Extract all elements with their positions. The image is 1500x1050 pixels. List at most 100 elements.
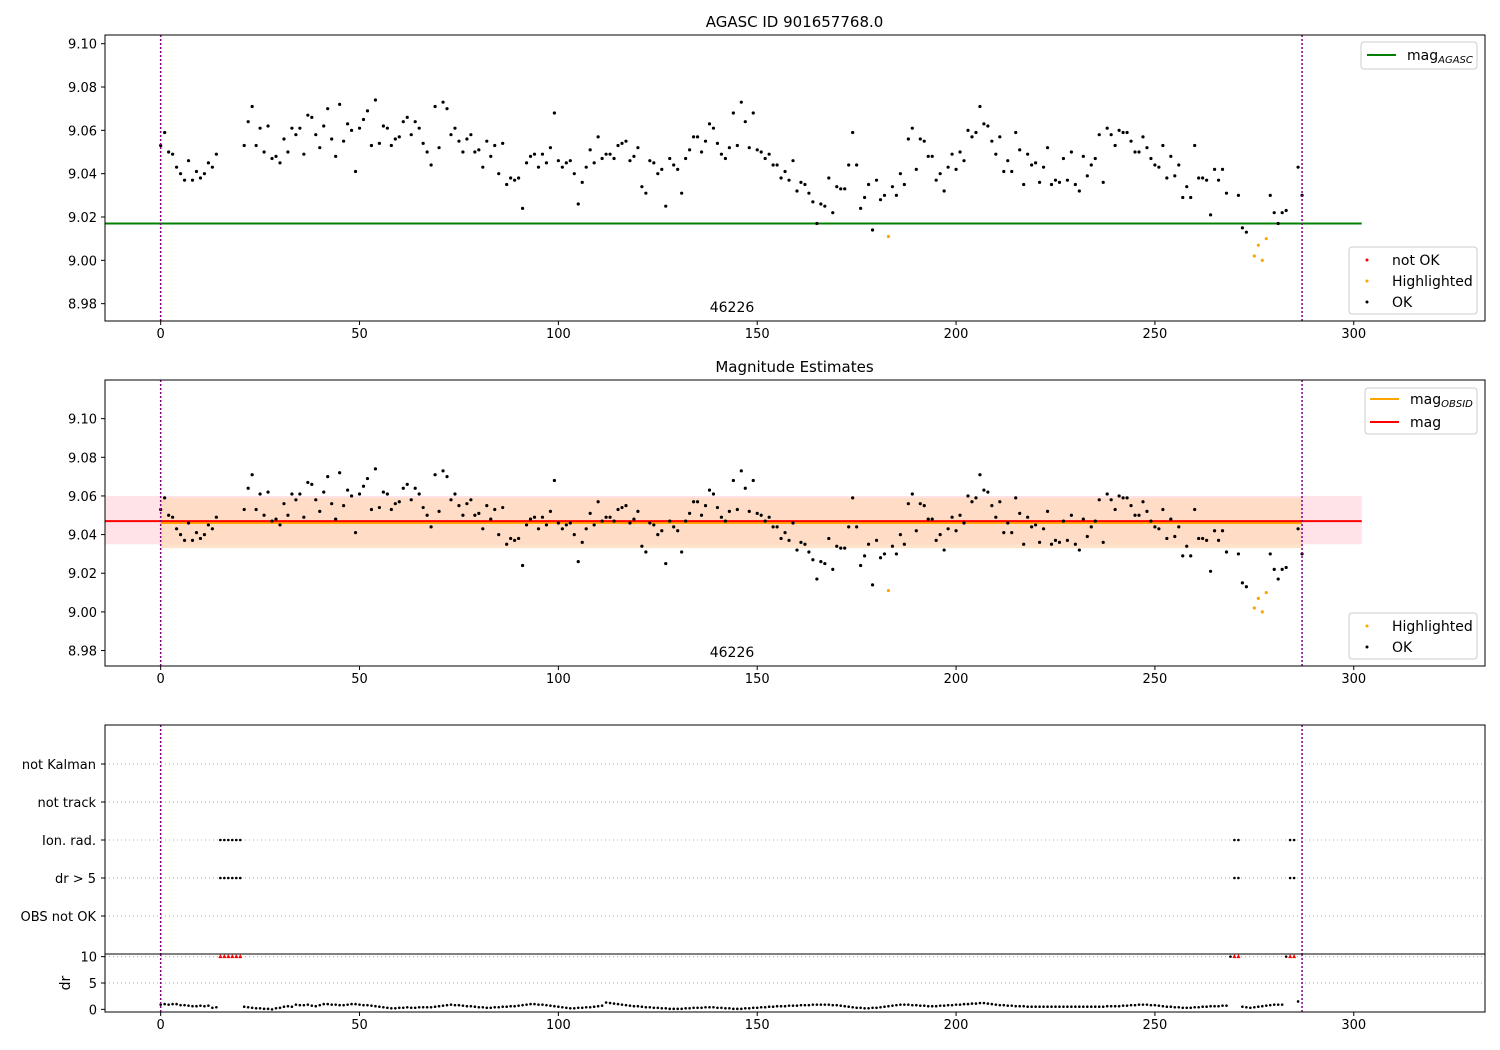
dr-point xyxy=(493,1005,497,1009)
dr-point xyxy=(545,1003,548,1007)
ok-point xyxy=(596,500,600,504)
dr-point xyxy=(763,1005,767,1009)
ok-point xyxy=(171,152,175,156)
ok-point xyxy=(616,507,620,512)
x-tick-label: 250 xyxy=(1142,327,1167,342)
dr-point xyxy=(867,1007,870,1010)
ok-point xyxy=(767,515,771,519)
ok-point xyxy=(636,146,640,150)
ok-point xyxy=(779,176,783,180)
ok-point xyxy=(429,525,433,529)
ok-point xyxy=(906,137,910,141)
ok-point xyxy=(1193,143,1197,148)
ok-point xyxy=(1053,538,1058,542)
ok-point xyxy=(902,542,906,546)
dr-point xyxy=(1268,1003,1272,1007)
ok-point xyxy=(1057,540,1062,544)
y-tick-label: 9.04 xyxy=(68,529,97,544)
legend-mag-obsid-subscript: OBSID xyxy=(1441,399,1473,410)
dr-point xyxy=(179,1003,182,1007)
flag-point xyxy=(223,876,226,880)
ok-point xyxy=(994,515,998,519)
ok-point xyxy=(1069,513,1073,517)
ok-point xyxy=(874,538,879,542)
ok-point xyxy=(962,159,966,163)
dr-point xyxy=(1074,1005,1077,1009)
dr-point xyxy=(445,1003,449,1007)
ok-point xyxy=(608,152,612,156)
ok-point xyxy=(286,150,290,154)
dr-point xyxy=(413,1006,417,1010)
y-tick-label: 9.02 xyxy=(68,567,97,582)
ok-point xyxy=(1161,143,1165,148)
ok-point xyxy=(560,527,564,531)
dr-point xyxy=(1157,1004,1161,1007)
ok-point xyxy=(918,137,922,141)
ok-point xyxy=(163,130,167,135)
ok-point xyxy=(855,163,859,167)
ok-point xyxy=(918,502,922,506)
ok-point xyxy=(1212,167,1217,171)
ok-point xyxy=(803,182,807,187)
dr-point xyxy=(592,1005,596,1009)
ok-point xyxy=(1173,174,1177,178)
ok-point xyxy=(695,135,700,139)
ok-point xyxy=(572,172,576,176)
legend2-highlighted-marker xyxy=(1365,624,1369,628)
ok-point xyxy=(342,504,346,508)
ok-point xyxy=(1284,208,1288,213)
dr-point xyxy=(1042,1005,1045,1009)
ok-point xyxy=(1049,542,1054,546)
flag-point xyxy=(219,838,222,842)
dr-point xyxy=(1014,1004,1018,1008)
dr-point xyxy=(481,1005,485,1009)
ok-point xyxy=(1181,554,1185,558)
ok-point xyxy=(186,521,191,525)
ok-point xyxy=(302,152,306,156)
dr-point xyxy=(970,1002,974,1005)
dr-point xyxy=(747,1007,751,1010)
ok-point xyxy=(668,519,672,523)
ok-point xyxy=(664,204,668,208)
x-tick-label: 200 xyxy=(944,327,969,342)
ok-point xyxy=(1224,191,1229,195)
dr-point xyxy=(851,1005,854,1009)
dr-point xyxy=(187,1004,190,1007)
flag-point xyxy=(1237,838,1240,842)
ok-point xyxy=(847,525,851,529)
dr-point xyxy=(887,1004,890,1008)
dr-point xyxy=(497,1005,501,1009)
ok-point xyxy=(851,496,855,500)
ok-point xyxy=(1169,154,1173,158)
ok-point xyxy=(349,494,354,498)
highlighted-point xyxy=(1264,237,1268,241)
ok-point xyxy=(966,494,970,498)
ok-point xyxy=(1208,213,1213,217)
ok-point xyxy=(1069,150,1073,154)
ok-point xyxy=(791,521,795,525)
x-tick-label: 300 xyxy=(1341,1018,1366,1033)
dr-point xyxy=(938,1004,942,1007)
ok-point xyxy=(946,165,950,169)
ok-point xyxy=(870,583,875,587)
ok-point xyxy=(827,176,831,180)
ok-point xyxy=(604,152,608,156)
dr-point xyxy=(489,1006,493,1010)
ok-point xyxy=(254,143,258,148)
panel1-y-ticks: 8.98 9.00 9.02 9.04 9.06 9.08 9.10 xyxy=(68,38,105,313)
x-tick-label: 150 xyxy=(745,327,770,342)
dr-point xyxy=(358,1003,361,1006)
ok-point xyxy=(763,156,767,161)
ok-point xyxy=(473,513,477,517)
dr-point xyxy=(1225,1004,1228,1007)
dr-point xyxy=(720,1006,723,1010)
x-tick-label: 250 xyxy=(1142,672,1167,687)
ok-point xyxy=(1097,498,1101,502)
dr-point xyxy=(417,1005,421,1009)
ok-point xyxy=(421,505,425,510)
dr-point xyxy=(688,1007,691,1010)
ok-point xyxy=(1276,221,1280,226)
dr-point xyxy=(962,1002,966,1006)
dr-point xyxy=(1113,1004,1117,1008)
ok-point xyxy=(278,161,282,165)
